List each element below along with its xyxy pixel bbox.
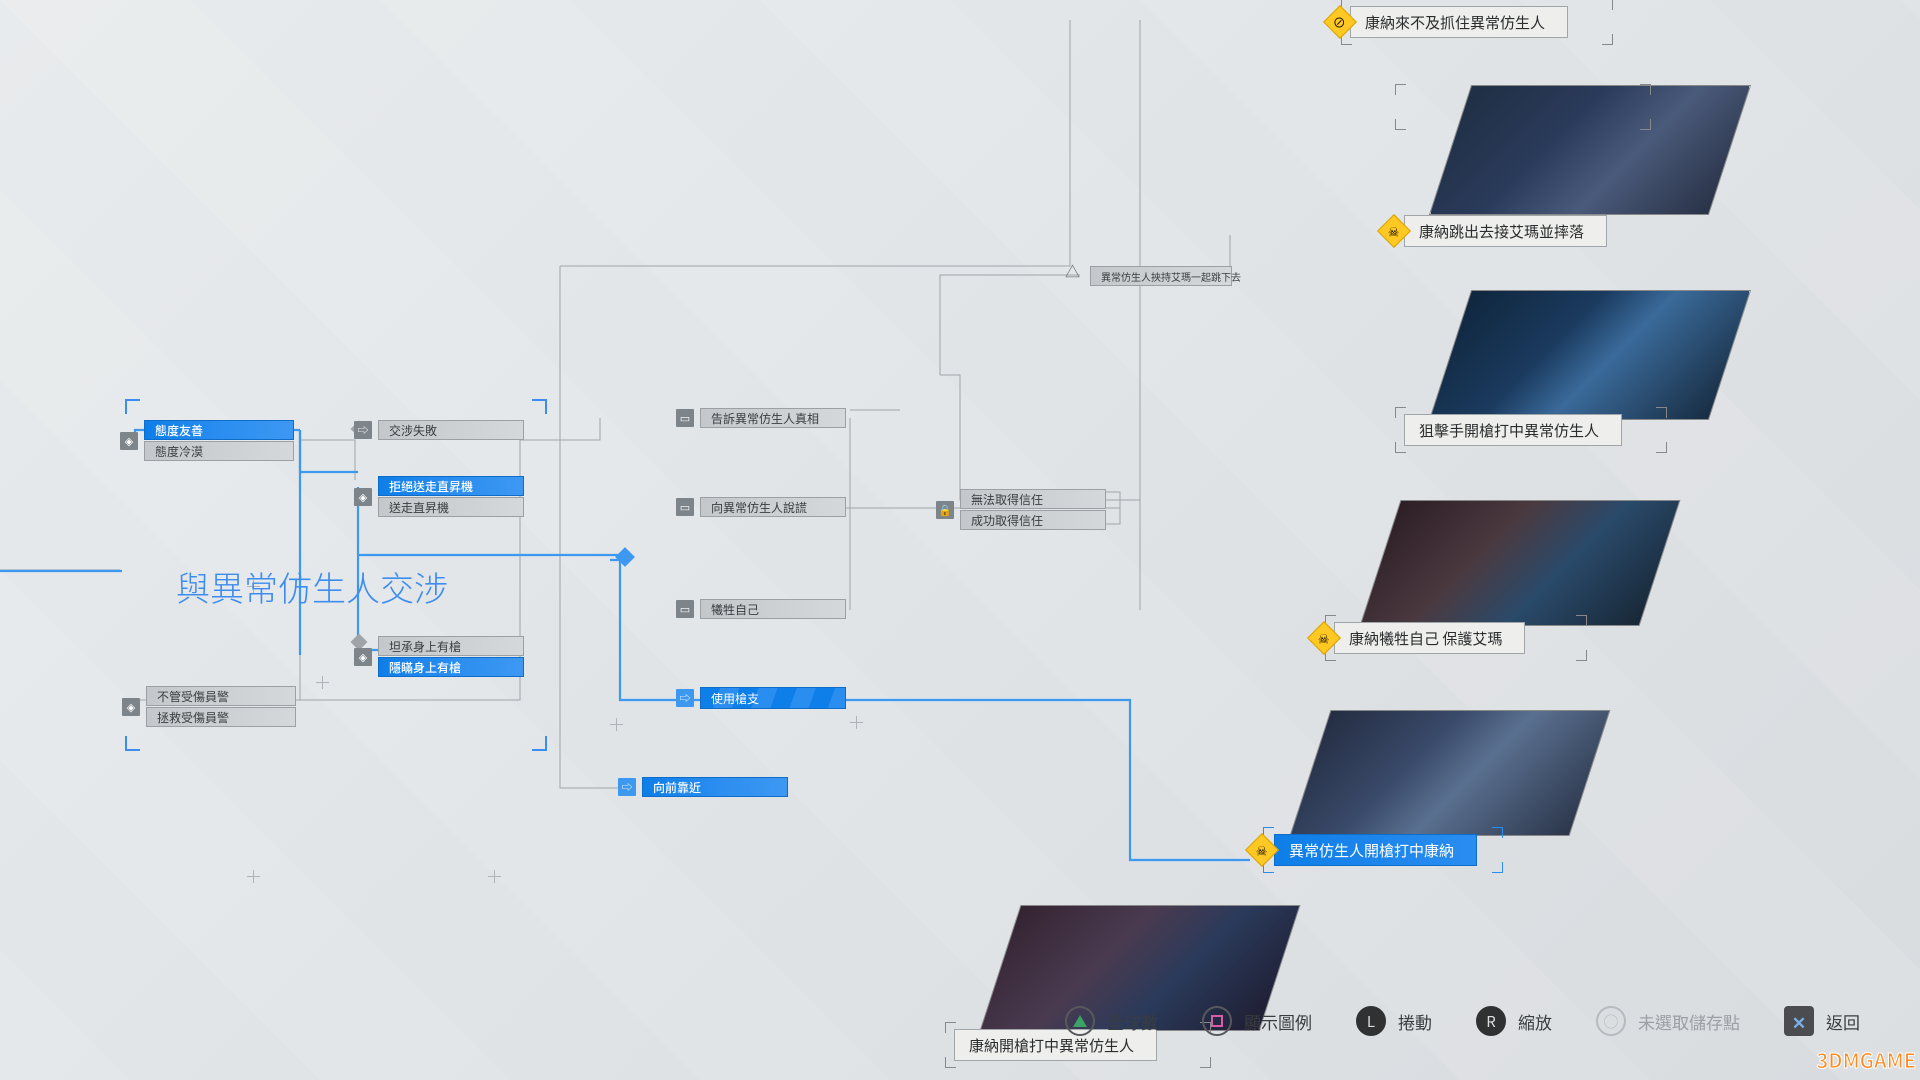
dialog-icon: ▭	[676, 409, 694, 427]
choice-option[interactable]: 態度友善	[144, 420, 294, 440]
choice-helicopter[interactable]: ◈ 拒絕送走直昇機 送走直昇機	[378, 476, 524, 517]
choice-option[interactable]: 交涉失敗	[378, 420, 524, 440]
choice-attitude[interactable]: ◈ 態度友善 態度冷漠	[144, 420, 294, 461]
btn-label: 顯示圖例	[1244, 1009, 1312, 1034]
arrow-icon: ⇨	[354, 421, 372, 439]
node-approach[interactable]: ⇨ 向前靠近	[642, 777, 788, 797]
dialog-icon: ▭	[676, 498, 694, 516]
choice-option[interactable]: 拯救受傷員警	[146, 707, 296, 727]
choice-option[interactable]: 異常仿生人挾持艾瑪一起跳下去	[1090, 266, 1232, 286]
choice-icon: ◈	[122, 698, 140, 716]
choice-icon: ◈	[120, 432, 138, 450]
choice-option[interactable]: 態度冷漠	[144, 441, 294, 461]
choice-injured-cop[interactable]: ◈ 不管受傷員警 拯救受傷員警	[146, 686, 296, 727]
outcome-label: 異常仿生人開槍打中康納	[1274, 834, 1477, 866]
choice-gun-admit[interactable]: ◈ 坦承身上有槍 隱瞞身上有槍	[378, 636, 524, 677]
node-use-gun[interactable]: ⇨ 使用槍支	[700, 687, 846, 709]
stick-r-icon: R	[1476, 1006, 1506, 1036]
ps-square-icon	[1202, 1006, 1232, 1036]
stick-l-icon: L	[1356, 1006, 1386, 1036]
ps-x-icon: ✕	[1784, 1006, 1814, 1036]
btn-show-legend[interactable]: 顯示圖例	[1202, 1006, 1312, 1036]
btn-back[interactable]: ✕ 返回	[1784, 1006, 1860, 1036]
btn-label: 未選取儲存點	[1638, 1009, 1740, 1034]
choice-option[interactable]: 成功取得信任	[960, 510, 1106, 530]
outcome-label: 康納跳出去接艾瑪並摔落	[1404, 215, 1607, 247]
choice-option[interactable]: 向前靠近	[642, 777, 788, 797]
lock-icon: 🔒	[936, 501, 954, 519]
node-tell-truth[interactable]: ▭ 告訴異常仿生人真相	[700, 408, 846, 428]
node-trust-result[interactable]: 🔒 無法取得信任 成功取得信任	[960, 489, 1106, 530]
controller-button-bar: 全球數 顯示圖例 L 捲動 R 縮放 ○ 未選取儲存點 ✕ 返回	[1065, 1006, 1860, 1036]
outcome-label: 康納來不及抓住異常仿生人	[1350, 6, 1568, 38]
btn-label: 縮放	[1518, 1009, 1552, 1034]
btn-no-save-selected: ○ 未選取儲存點	[1596, 1006, 1740, 1036]
btn-scroll[interactable]: L 捲動	[1356, 1006, 1432, 1036]
node-negotiation-fail[interactable]: ⇨ 交涉失敗	[378, 420, 524, 440]
dialog-icon: ▭	[676, 600, 694, 618]
btn-global-stats[interactable]: 全球數	[1065, 1006, 1158, 1036]
warning-icon	[1065, 264, 1081, 277]
choice-icon: ◈	[354, 488, 372, 506]
choice-option[interactable]: 犧牲自己	[700, 599, 846, 619]
choice-option[interactable]: 告訴異常仿生人真相	[700, 408, 846, 428]
ps-circle-icon: ○	[1596, 1006, 1626, 1036]
btn-zoom[interactable]: R 縮放	[1476, 1006, 1552, 1036]
choice-option[interactable]: 不管受傷員警	[146, 686, 296, 706]
choice-icon: ◈	[354, 648, 372, 666]
btn-label: 全球數	[1107, 1009, 1158, 1034]
choice-option[interactable]: 坦承身上有槍	[378, 636, 524, 656]
choice-option[interactable]: 拒絕送走直昇機	[378, 476, 524, 496]
node-lie[interactable]: ▭ 向異常仿生人說謊	[700, 497, 846, 517]
choice-option[interactable]: 無法取得信任	[960, 489, 1106, 509]
choice-option[interactable]: 向異常仿生人說謊	[700, 497, 846, 517]
outcome-label: 康納犧牲自己 保護艾瑪	[1334, 622, 1525, 654]
btn-label: 返回	[1826, 1009, 1860, 1034]
watermark: 3DMGAME	[1817, 1045, 1917, 1074]
arrow-icon: ⇨	[676, 689, 694, 707]
section-title: 與異常仿生人交涉	[176, 562, 448, 611]
outcome-label: 狙擊手開槍打中異常仿生人	[1404, 414, 1622, 446]
btn-label: 捲動	[1398, 1009, 1432, 1034]
node-sacrifice[interactable]: ▭ 犧牲自己	[700, 599, 846, 619]
choice-option[interactable]: 使用槍支	[700, 687, 846, 709]
node-jump-together[interactable]: 異常仿生人挾持艾瑪一起跳下去	[1090, 266, 1232, 286]
arrow-icon: ⇨	[618, 778, 636, 796]
choice-option[interactable]: 送走直昇機	[378, 497, 524, 517]
ps-triangle-icon	[1065, 1006, 1095, 1036]
choice-option[interactable]: 隱瞞身上有槍	[378, 657, 524, 677]
